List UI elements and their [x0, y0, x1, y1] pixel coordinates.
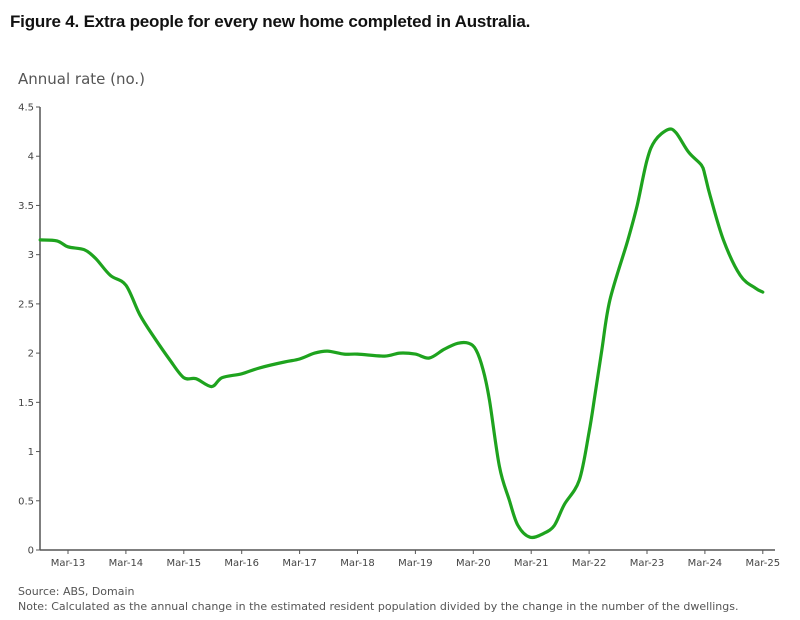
x-tick-label: Mar-18: [340, 558, 375, 569]
y-tick-label: 3: [28, 250, 34, 261]
chart-title: Figure 4. Extra people for every new hom…: [10, 12, 531, 31]
x-tick-label: Mar-25: [746, 558, 781, 569]
x-tick-label: Mar-14: [109, 558, 144, 569]
y-tick-label: 1.5: [18, 398, 34, 409]
x-tick-label: Mar-22: [572, 558, 607, 569]
x-tick-label: Mar-15: [167, 558, 202, 569]
x-tick-label: Mar-16: [224, 558, 259, 569]
y-axis: 0 0.5 1 1.5 2 2.5 3 3.5 4 4.5: [18, 103, 41, 557]
x-axis: Mar-13 Mar-14 Mar-15 Mar-16 Mar-17 Mar-18 Mar-…: [40, 549, 781, 569]
chart-footer: Source: ABS, Domain Note: Calculated as …: [18, 584, 739, 614]
y-tick-label: 0: [28, 546, 34, 557]
x-tick-label: Mar-17: [282, 558, 317, 569]
x-tick-label: Mar-23: [630, 558, 665, 569]
y-tick-label: 2: [28, 349, 34, 360]
calculation-note: Note: Calculated as the annual change in…: [18, 600, 739, 613]
y-tick-label: 0.5: [18, 496, 34, 507]
y-tick-label: 4: [28, 152, 34, 163]
x-tick-label: Mar-21: [514, 558, 549, 569]
source-note: Source: ABS, Domain: [18, 585, 135, 598]
y-tick-label: 1: [28, 447, 34, 458]
x-tick-label: Mar-20: [456, 558, 491, 569]
y-axis-label: Annual rate (no.): [18, 70, 146, 88]
x-tick-label: Mar-24: [688, 558, 723, 569]
x-tick-label: Mar-13: [51, 558, 86, 569]
line-chart: 00.511.522.533.544.5 Mar-13 Mar-14 Mar-15 M…: [18, 103, 781, 570]
data-line: [38, 127, 765, 540]
y-tick-label: 2.5: [18, 299, 34, 310]
y-tick-label: 3.5: [18, 201, 34, 212]
x-tick-label: Mar-19: [398, 558, 433, 569]
y-tick-label: 4.5: [18, 103, 34, 114]
